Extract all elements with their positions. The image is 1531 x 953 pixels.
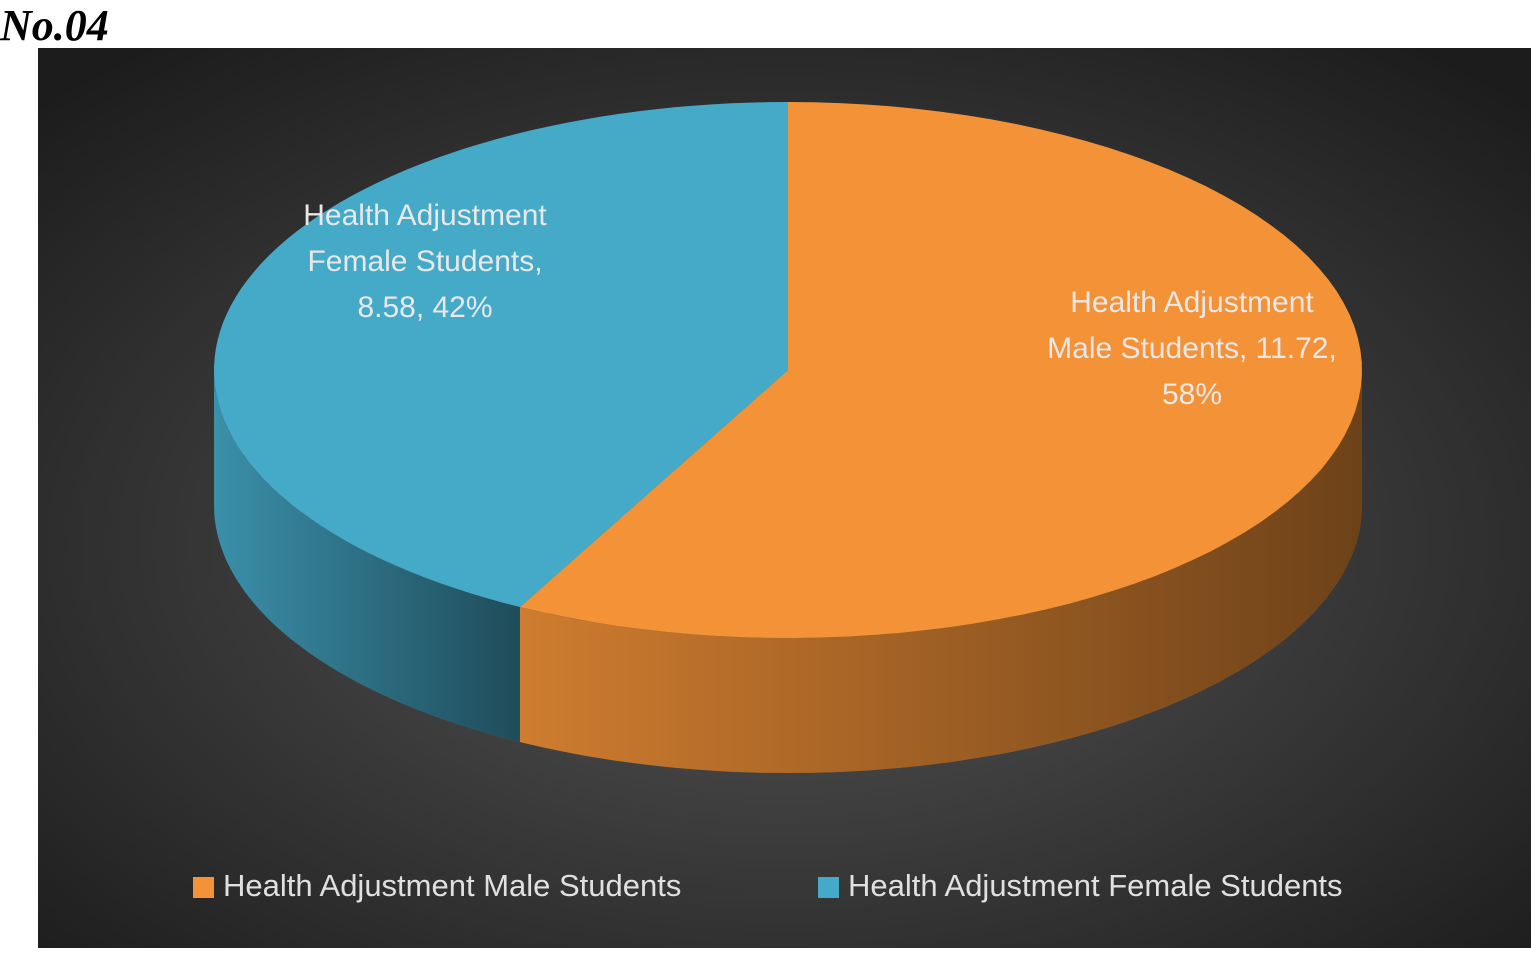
data-label: Health Adjustment Female Students, 8.58,… <box>303 199 547 324</box>
slice-side-shade <box>214 370 520 742</box>
legend-label: Health Adjustment Female Students <box>848 868 1343 903</box>
legend-swatch <box>193 877 214 898</box>
page-title: No.04 <box>0 1 109 50</box>
slice <box>214 102 788 607</box>
slice-side-shade <box>519 370 1362 773</box>
legend-label: Health Adjustment Male Students <box>223 868 681 903</box>
data-label: Health Adjustment Male Students, 11.72, … <box>1047 286 1337 411</box>
legend-swatch <box>818 877 839 898</box>
slice <box>519 102 1362 638</box>
